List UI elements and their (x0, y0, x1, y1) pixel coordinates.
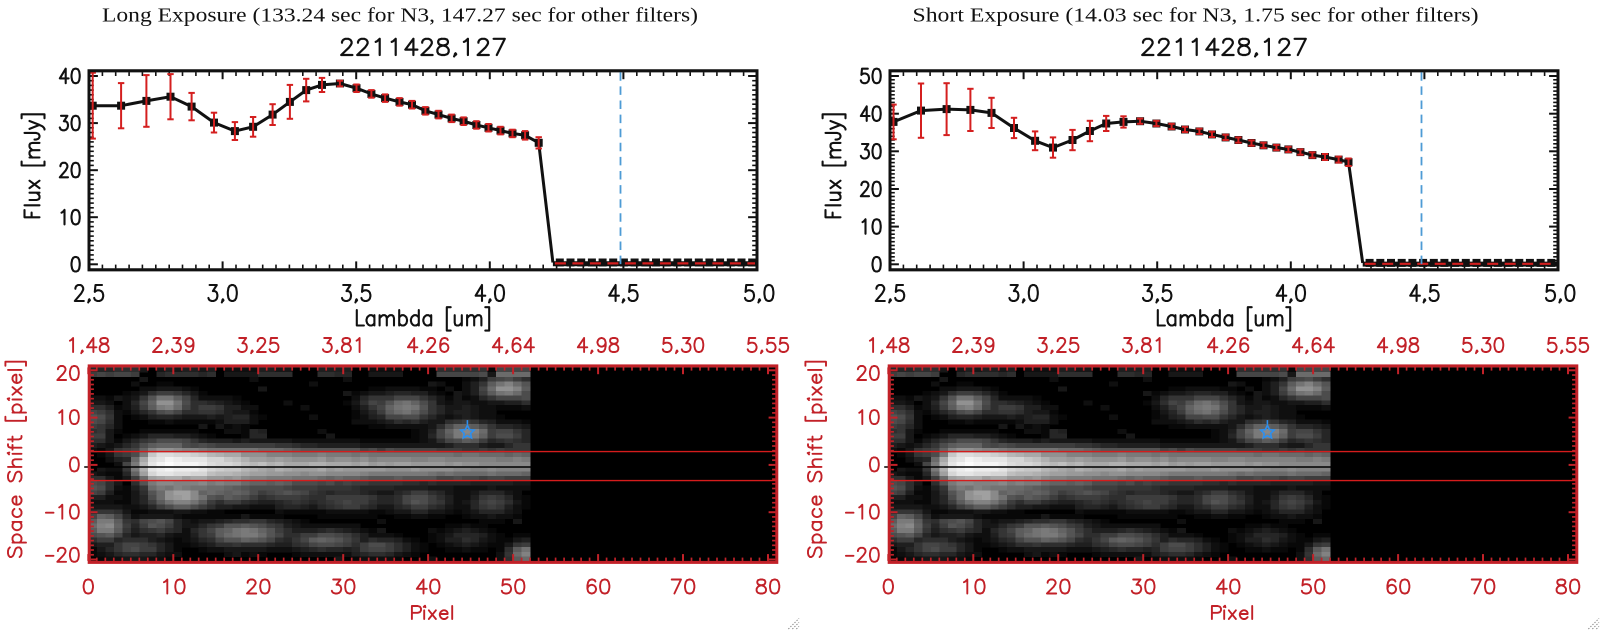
svg-text:Short Exposure (14.03 sec for: Short Exposure (14.03 sec for N3, 1.75 s… (913, 5, 1479, 27)
svg-text:Long Exposure (133.24 sec for: Long Exposure (133.24 sec for N3, 147.27… (102, 5, 698, 27)
